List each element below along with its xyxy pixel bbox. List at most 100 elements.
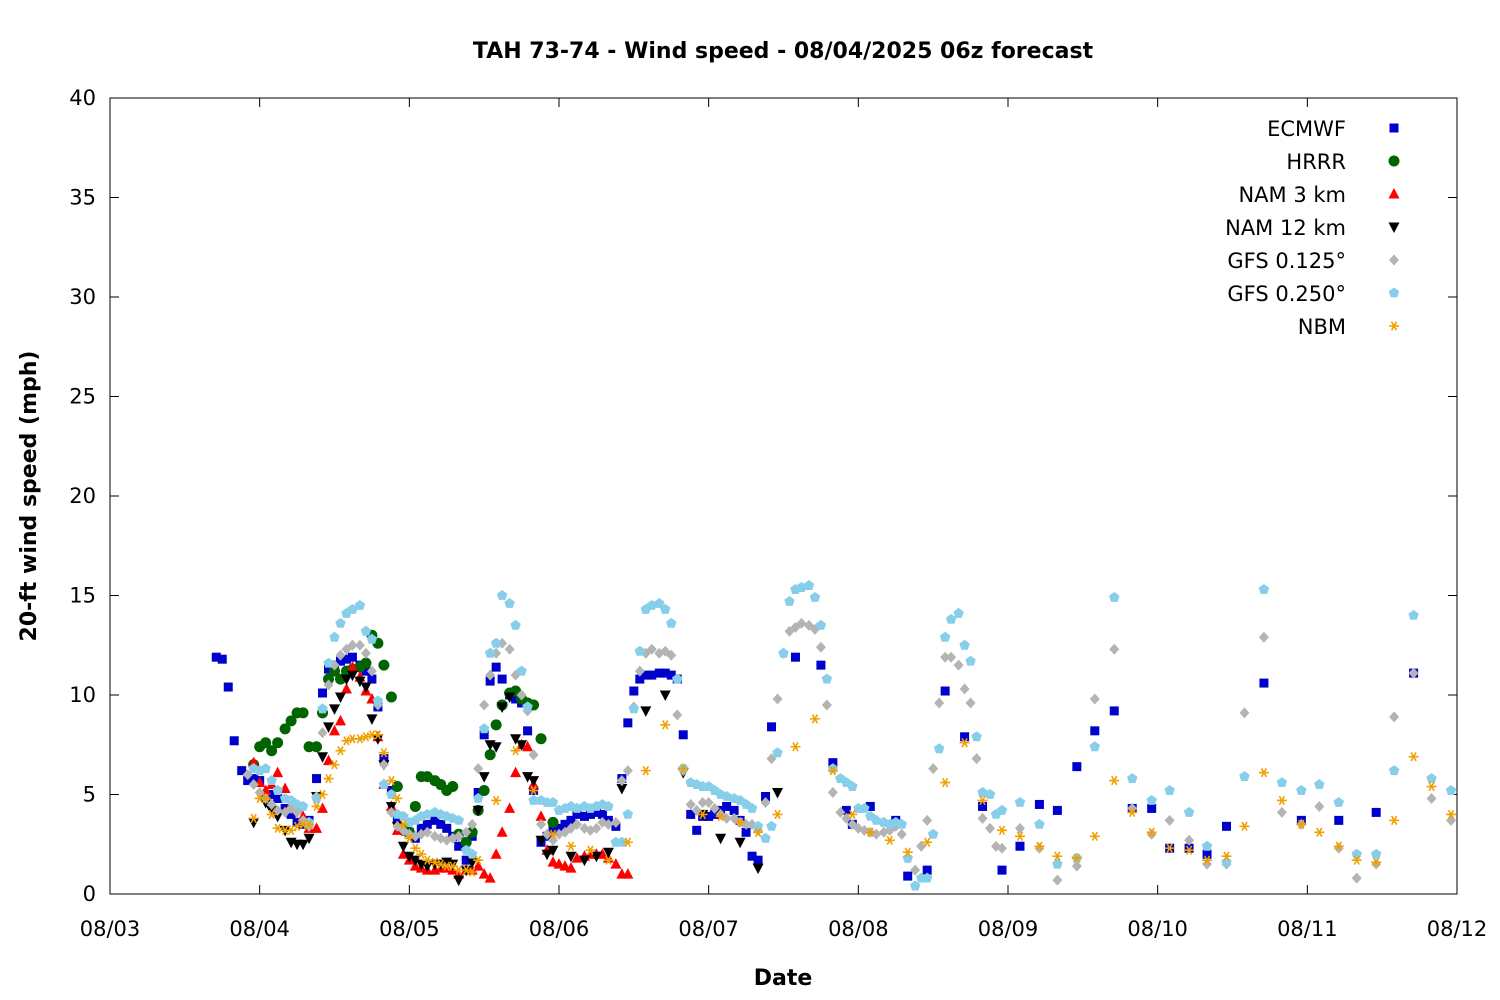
data-point [467, 867, 478, 877]
data-point [341, 654, 351, 664]
data-point [378, 748, 389, 758]
data-point [841, 805, 851, 815]
data-point [379, 754, 389, 764]
data-point [397, 848, 409, 859]
series-nbm [248, 714, 1457, 877]
data-point [346, 670, 358, 682]
data-point [311, 741, 323, 753]
data-point [910, 880, 921, 891]
data-point [1147, 803, 1157, 813]
data-point [715, 833, 727, 845]
data-point [1296, 819, 1307, 830]
data-point [1052, 874, 1063, 886]
data-point [504, 692, 516, 703]
data-point [704, 811, 714, 821]
data-point [827, 787, 838, 799]
data-point [267, 790, 277, 799]
data-point [409, 800, 421, 812]
data-point [896, 828, 907, 840]
data-point [641, 670, 651, 680]
legend-marker [1389, 321, 1399, 331]
data-point [1015, 841, 1025, 851]
data-point [273, 793, 283, 803]
data-point [703, 796, 714, 808]
data-point [571, 818, 582, 830]
data-point [721, 791, 732, 801]
data-point [422, 826, 433, 838]
data-point [372, 695, 384, 706]
data-point [1371, 858, 1382, 870]
data-point [753, 827, 764, 838]
data-point [360, 657, 372, 669]
data-point [778, 647, 789, 658]
data-point [1201, 840, 1213, 851]
data-point [547, 845, 559, 857]
x-tick-label: 08/06 [529, 917, 590, 941]
data-point [616, 784, 628, 795]
data-point [266, 775, 277, 785]
legend-label: NAM 12 km [1225, 216, 1346, 240]
data-point [485, 669, 496, 681]
data-point [335, 656, 345, 666]
data-point [591, 822, 602, 834]
data-point [1333, 797, 1344, 807]
data-point [323, 754, 335, 766]
data-point [1389, 815, 1400, 826]
data-point [772, 788, 784, 799]
data-point [965, 655, 976, 666]
data-point [984, 789, 996, 799]
data-point [1239, 771, 1250, 781]
y-tick-label: 25 [69, 385, 96, 409]
data-point [366, 633, 378, 644]
data-point [366, 714, 378, 725]
data-point [248, 779, 259, 791]
data-point [1259, 678, 1269, 688]
data-point [921, 872, 933, 883]
data-point [523, 726, 533, 736]
data-point [385, 691, 397, 703]
data-point [660, 668, 670, 678]
data-point [504, 802, 516, 813]
data-point [1221, 856, 1232, 867]
data-point [360, 625, 372, 636]
data-point [697, 796, 708, 808]
data-point [398, 810, 409, 821]
data-point [623, 718, 633, 728]
data-point [467, 848, 478, 859]
data-point [430, 815, 440, 825]
data-point [1071, 853, 1082, 863]
data-point [547, 816, 559, 828]
data-point [341, 736, 352, 746]
data-point [1164, 843, 1175, 853]
data-point [722, 801, 732, 811]
data-point [654, 668, 664, 678]
data-point [1109, 643, 1120, 655]
data-point [1146, 795, 1157, 805]
legend: ECMWF HRRR NAM 3 km NAM 12 km GFS 0.125° GFS … [1225, 117, 1400, 339]
data-point [447, 781, 459, 793]
data-point [896, 818, 907, 829]
data-point [372, 734, 384, 745]
data-point [784, 596, 795, 606]
data-point [217, 654, 227, 664]
data-point [1127, 807, 1138, 818]
data-point [285, 715, 297, 727]
data-point [516, 689, 527, 701]
data-point [490, 719, 502, 731]
data-point [985, 822, 996, 834]
data-point [572, 809, 582, 819]
data-point [1426, 773, 1437, 783]
data-point [478, 772, 490, 783]
data-point [422, 819, 432, 829]
data-point [828, 758, 838, 768]
data-point [461, 865, 472, 875]
data-point [635, 674, 645, 684]
data-point [847, 809, 858, 820]
data-point [346, 661, 358, 672]
data-point [760, 832, 771, 843]
data-point [1333, 841, 1344, 851]
axis-ticks: 0 5 10 15 20 25 30 35 40 08/03 08/04 08/05 08/06 08/0… [69, 86, 1487, 941]
data-point [565, 841, 576, 851]
data-point [485, 676, 495, 686]
